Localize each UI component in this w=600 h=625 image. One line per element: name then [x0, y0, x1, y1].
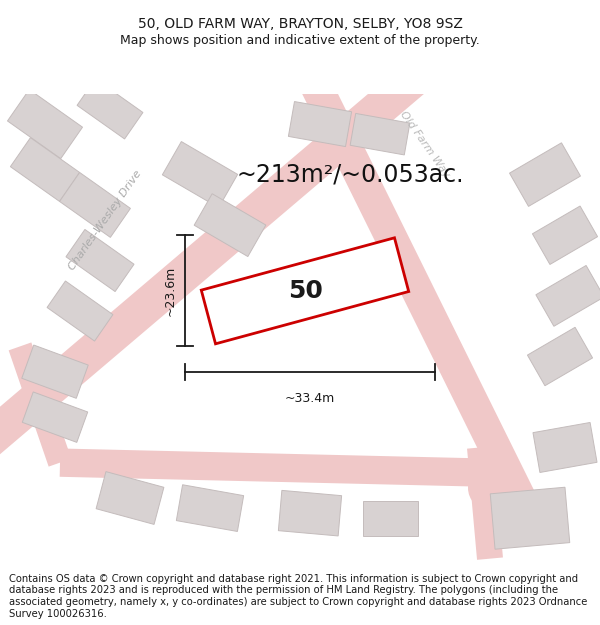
Polygon shape	[533, 422, 597, 472]
Text: Charles-Wesley Drive: Charles-Wesley Drive	[67, 168, 143, 272]
Polygon shape	[66, 229, 134, 291]
Polygon shape	[532, 206, 598, 264]
Polygon shape	[350, 113, 410, 155]
Text: Old Farm Way: Old Farm Way	[398, 109, 452, 179]
Polygon shape	[362, 501, 418, 536]
Polygon shape	[536, 266, 600, 326]
Polygon shape	[163, 141, 238, 208]
Polygon shape	[490, 488, 570, 549]
Polygon shape	[96, 472, 164, 524]
Polygon shape	[289, 101, 352, 147]
Text: 50, OLD FARM WAY, BRAYTON, SELBY, YO8 9SZ: 50, OLD FARM WAY, BRAYTON, SELBY, YO8 9S…	[137, 17, 463, 31]
Polygon shape	[22, 392, 88, 442]
Polygon shape	[527, 328, 593, 386]
Polygon shape	[77, 79, 143, 139]
Text: Map shows position and indicative extent of the property.: Map shows position and indicative extent…	[120, 34, 480, 47]
Polygon shape	[47, 281, 113, 341]
Text: 50: 50	[287, 279, 322, 303]
Circle shape	[468, 466, 512, 510]
Polygon shape	[8, 342, 71, 467]
Text: ~213m²/~0.053ac.: ~213m²/~0.053ac.	[236, 162, 464, 187]
Polygon shape	[194, 194, 266, 256]
Text: Contains OS data © Crown copyright and database right 2021. This information is : Contains OS data © Crown copyright and d…	[9, 574, 587, 619]
Polygon shape	[467, 446, 503, 560]
Polygon shape	[22, 345, 88, 398]
Polygon shape	[296, 66, 544, 526]
Polygon shape	[509, 142, 580, 206]
Polygon shape	[7, 89, 83, 159]
Polygon shape	[176, 485, 244, 531]
Text: ~33.4m: ~33.4m	[285, 392, 335, 405]
Polygon shape	[0, 59, 431, 461]
Polygon shape	[59, 173, 130, 238]
Polygon shape	[201, 238, 409, 344]
Polygon shape	[59, 449, 490, 487]
Polygon shape	[10, 138, 80, 201]
Text: ~23.6m: ~23.6m	[163, 266, 176, 316]
Polygon shape	[278, 491, 341, 536]
